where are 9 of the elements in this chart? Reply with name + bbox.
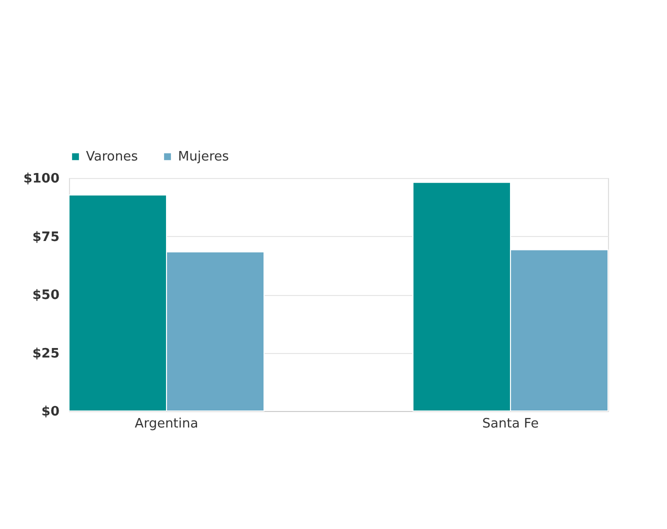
y-tick-label: $25 [32,346,60,362]
x-tick-label: Santa Fe [482,416,539,432]
y-tick-label: $0 [41,404,60,420]
y-tick-label: $100 [23,172,60,186]
y-tick-label: $75 [32,230,60,245]
legend-label: Mujeres [178,150,230,165]
legend-label: Varones [86,150,138,165]
x-tick-label: Argentina [134,416,198,432]
y-tick-label: $50 [32,288,60,303]
